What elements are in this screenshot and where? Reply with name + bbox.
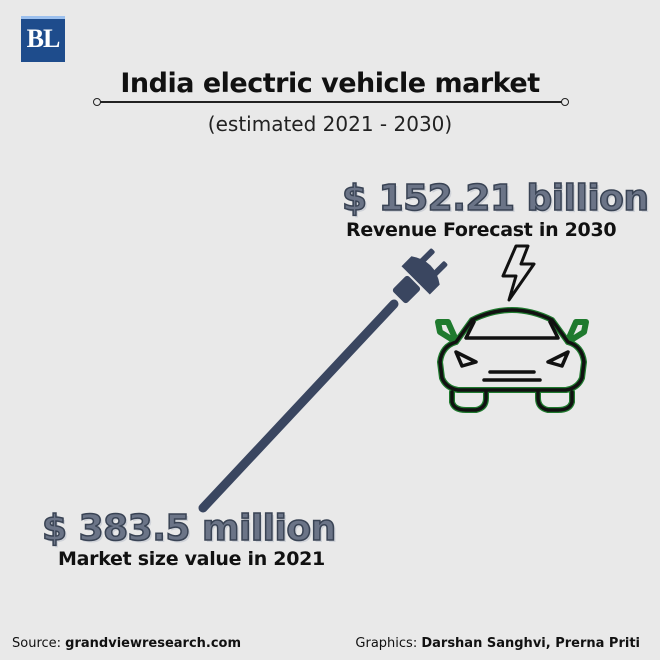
car-icon	[435, 307, 589, 413]
page-subtitle: (estimated 2021 - 2030)	[207, 112, 453, 136]
bl-logo: BL	[21, 16, 65, 62]
forecast-value: $ 152.21 billion	[341, 177, 650, 220]
source-name: grandviewresearch.com	[65, 636, 242, 651]
plug-icon	[198, 248, 448, 513]
graphics-authors: Darshan Sanghvi, Prerna Priti	[421, 636, 640, 651]
forecast-label: Revenue Forecast in 2030	[346, 219, 617, 241]
graphics-credit: Graphics: Darshan Sanghvi, Prerna Priti	[355, 636, 640, 651]
graphics-prefix: Graphics:	[355, 636, 422, 651]
source-credit: Source: grandviewresearch.com	[12, 636, 241, 651]
title-divider	[93, 98, 569, 106]
source-prefix: Source:	[12, 636, 66, 651]
current-label: Market size value in 2021	[58, 548, 325, 570]
lightning-bolt-icon	[501, 244, 536, 302]
current-value: $ 383.5 million	[41, 507, 337, 550]
page-title: India electric vehicle market	[120, 68, 540, 99]
